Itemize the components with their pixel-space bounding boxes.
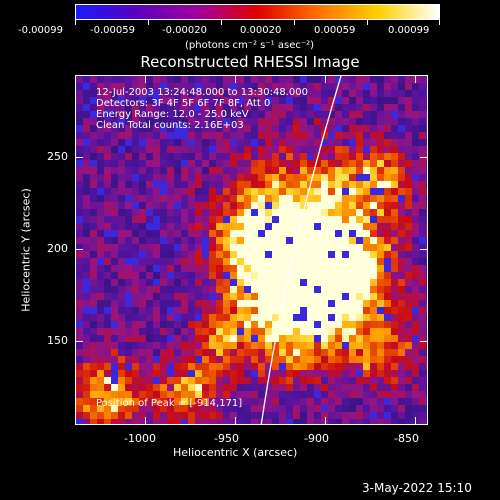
x-tick-label-1: -950 bbox=[214, 432, 239, 445]
axis-tick bbox=[75, 341, 83, 342]
axis-tick bbox=[325, 417, 326, 425]
colorbar-tick-label-4: 0.00059 bbox=[314, 25, 356, 36]
axis-tick bbox=[415, 417, 416, 425]
limb-overlay bbox=[260, 76, 342, 424]
y-axis-label: Heliocentric Y (arcsec) bbox=[19, 188, 33, 312]
axis-tick bbox=[325, 75, 326, 83]
axis-tick bbox=[145, 75, 146, 83]
colorbar-tick-label-0: -0.00099 bbox=[18, 25, 63, 36]
x-tick-label-0: -1000 bbox=[124, 432, 156, 445]
colorbar-tick-label-5: 0.00099 bbox=[388, 25, 430, 36]
colorbar-tick bbox=[148, 20, 149, 25]
solar-limb-line bbox=[260, 76, 342, 424]
colorbar-tick-label-1: -0.00059 bbox=[90, 25, 135, 36]
axis-tick bbox=[235, 75, 236, 83]
footer-date: 3-May-2022 15:10 bbox=[362, 481, 472, 495]
axis-tick bbox=[145, 417, 146, 425]
axis-tick bbox=[75, 157, 83, 158]
colorbar-tick bbox=[294, 20, 295, 25]
axis-tick bbox=[75, 249, 83, 250]
heatmap-image bbox=[76, 76, 427, 424]
peak-position-label: Position of Peak = [-914,171] bbox=[96, 398, 243, 409]
y-tick-label-2: 150 bbox=[47, 334, 68, 347]
plot-title: Reconstructed RHESSI Image bbox=[140, 53, 360, 71]
axis-tick bbox=[420, 157, 428, 158]
colorbar-tick-label-2: -0.00020 bbox=[162, 25, 207, 36]
colorbar-tick-label-3: 0.00020 bbox=[240, 25, 282, 36]
y-tick-label-1: 200 bbox=[47, 242, 68, 255]
x-tick-label-3: -850 bbox=[394, 432, 419, 445]
x-axis-label: Heliocentric X (arcsec) bbox=[173, 446, 298, 459]
axis-tick bbox=[235, 417, 236, 425]
colorbar-tick bbox=[75, 20, 76, 25]
colorbar bbox=[75, 4, 440, 20]
image-plot: 12-Jul-2003 13:24:48.000 to 13:30:48.000… bbox=[75, 75, 428, 425]
info-time-range: 12-Jul-2003 13:24:48.000 to 13:30:48.000 bbox=[96, 87, 308, 98]
info-counts: Clean Total counts: 2.16E+03 bbox=[96, 120, 244, 131]
axis-tick bbox=[420, 341, 428, 342]
info-detectors: Detectors: 3F 4F 5F 6F 7F 8F, Att 0 bbox=[96, 98, 271, 109]
info-energy-range: Energy Range: 12.0 - 25.0 keV bbox=[96, 109, 249, 120]
axis-tick bbox=[420, 249, 428, 250]
colorbar-tick bbox=[221, 20, 222, 25]
axis-tick bbox=[415, 75, 416, 83]
colorbar-units: (photons cm⁻² s⁻¹ asec⁻²) bbox=[185, 40, 315, 51]
colorbar-tick bbox=[367, 20, 368, 25]
colorbar-tick bbox=[439, 20, 440, 25]
x-tick-label-2: -900 bbox=[304, 432, 329, 445]
y-tick-label-0: 250 bbox=[47, 150, 68, 163]
